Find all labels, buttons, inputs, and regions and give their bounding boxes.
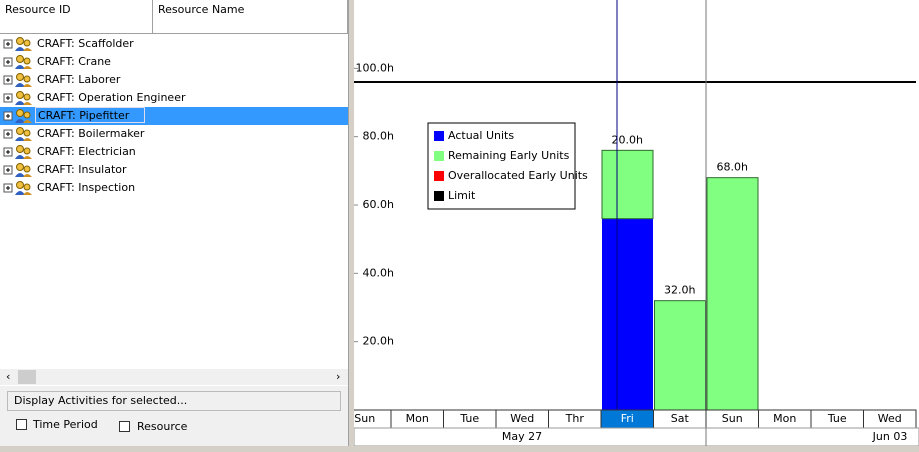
resource-row[interactable]: CRAFT: Operation Engineer xyxy=(0,89,348,107)
resource-panel: Resource ID Resource Name CRAFT: Scaffol… xyxy=(0,0,348,446)
legend-label: Overallocated Early Units xyxy=(448,169,588,182)
bar-segment xyxy=(654,300,706,411)
legend xyxy=(427,122,576,210)
horizontal-scrollbar[interactable]: ‹ › xyxy=(0,369,348,385)
person-icon xyxy=(16,145,24,153)
resource-row[interactable]: CRAFT: Insulator xyxy=(0,161,348,179)
person-icon xyxy=(16,37,24,45)
resource-row[interactable]: CRAFT: Pipefitter xyxy=(0,107,348,125)
data-label: 32.0h xyxy=(664,284,695,297)
splitter[interactable] xyxy=(348,0,354,446)
row-icons xyxy=(3,145,32,159)
resource-row[interactable]: CRAFT: Crane xyxy=(0,53,348,71)
x-tick-label: Sat xyxy=(671,412,690,425)
bar-segment xyxy=(706,177,759,411)
legend-swatch xyxy=(434,131,444,141)
legend-swatch xyxy=(434,151,444,161)
scroll-thumb[interactable] xyxy=(18,370,36,384)
row-icons xyxy=(3,73,32,87)
column-header[interactable]: Resource Name xyxy=(153,0,348,34)
bar-segment xyxy=(602,218,653,410)
x-tick-label: Sun xyxy=(722,412,743,425)
row-icons xyxy=(3,163,32,177)
resource-name[interactable]: CRAFT: Insulator xyxy=(37,163,127,176)
x-tick-label: Wed xyxy=(510,412,534,425)
y-tick-label: 20.0h xyxy=(363,335,394,348)
x-tick-label: Thr xyxy=(565,412,585,425)
data-label: 68.0h xyxy=(717,161,748,174)
y-tick-label: 80.0h xyxy=(363,130,394,143)
resource-name[interactable]: CRAFT: Electrician xyxy=(37,145,136,158)
y-tick-label: 100.0h xyxy=(356,61,394,74)
legend-swatch xyxy=(434,191,444,201)
x-tick-label: Sun xyxy=(354,412,375,425)
person-icon xyxy=(16,91,24,99)
row-icons xyxy=(3,37,32,51)
resource-row[interactable]: CRAFT: Electrician xyxy=(0,143,348,161)
week-label: Jun 03 xyxy=(872,430,908,443)
resource-row[interactable]: CRAFT: Boilermaker xyxy=(0,125,348,143)
row-icons xyxy=(3,91,32,105)
row-icons xyxy=(3,181,32,195)
resource-name[interactable]: CRAFT: Operation Engineer xyxy=(37,91,186,104)
resource-row[interactable]: CRAFT: Scaffolder xyxy=(0,35,348,53)
x-tick-label: Mon xyxy=(406,412,429,425)
legend-label: Remaining Early Units xyxy=(448,149,570,162)
display-options: Display Activities for selected... Time … xyxy=(0,386,348,446)
legend-label: Actual Units xyxy=(448,129,514,142)
checkbox[interactable] xyxy=(119,421,130,432)
bar-segment xyxy=(601,149,654,220)
x-tick-label: Mon xyxy=(773,412,796,425)
resource-name[interactable]: CRAFT: Crane xyxy=(37,55,111,68)
person-icon xyxy=(16,55,24,63)
resource-usage-profile: 20.0h 40.0h 60.0h 80.0h 100.0h 20.0h 32.0h 68.0… xyxy=(354,0,919,446)
person-icon xyxy=(16,73,24,81)
checkbox-label[interactable]: Resource xyxy=(137,420,188,433)
week-row xyxy=(354,427,919,446)
checkbox-label[interactable]: Time Period xyxy=(33,418,98,431)
person-icon xyxy=(16,163,24,171)
person-icon xyxy=(16,181,24,189)
y-tick-label: 40.0h xyxy=(363,266,394,279)
resource-name[interactable]: CRAFT: Boilermaker xyxy=(37,127,145,140)
row-icons xyxy=(3,55,32,69)
group-title: Display Activities for selected... xyxy=(7,391,341,411)
resource-name[interactable]: CRAFT: Inspection xyxy=(37,181,136,194)
column-header[interactable]: Resource ID xyxy=(0,0,153,34)
legend-swatch xyxy=(434,171,444,181)
y-tick-label: 60.0h xyxy=(363,198,394,211)
legend-label: Limit xyxy=(448,189,476,202)
scroll-left[interactable]: ‹ xyxy=(6,370,11,383)
person-icon xyxy=(16,127,24,135)
resource-name[interactable]: CRAFT: Scaffolder xyxy=(37,37,134,50)
resource-name[interactable]: CRAFT: Pipefitter xyxy=(35,107,145,123)
x-tick-label: Tue xyxy=(459,412,479,425)
person-icon xyxy=(16,109,24,117)
row-icons xyxy=(3,127,32,141)
resource-name[interactable]: CRAFT: Laborer xyxy=(37,73,121,86)
resource-row[interactable]: CRAFT: Laborer xyxy=(0,71,348,89)
data-label: 20.0h xyxy=(612,133,643,146)
x-tick-label: Tue xyxy=(827,412,847,425)
x-tick-label: Fri xyxy=(621,412,634,425)
x-tick-label: Wed xyxy=(878,412,902,425)
row-icons xyxy=(3,109,32,123)
scroll-right[interactable]: › xyxy=(336,370,341,383)
resource-row[interactable]: CRAFT: Inspection xyxy=(0,179,348,197)
checkbox[interactable] xyxy=(16,419,27,430)
week-label: May 27 xyxy=(502,430,542,443)
